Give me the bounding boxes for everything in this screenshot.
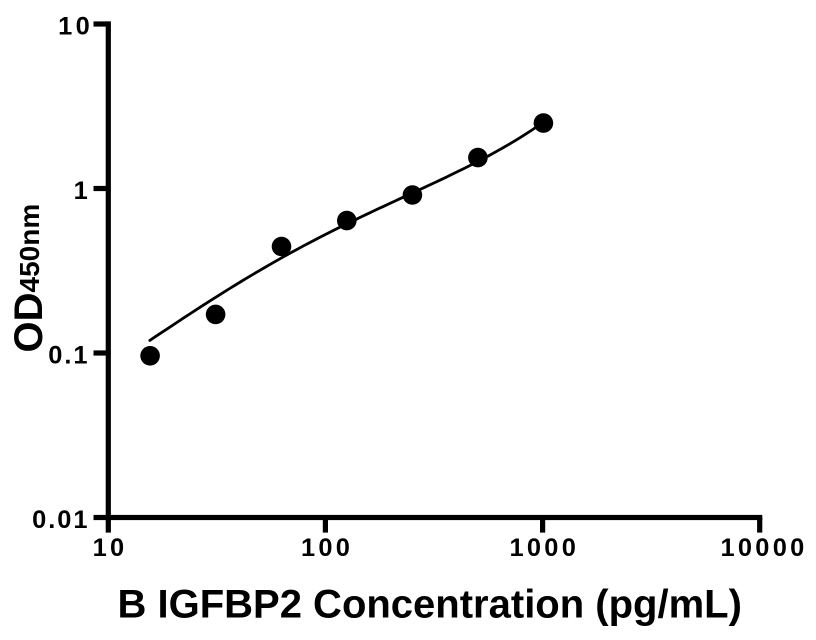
svg-text:B IGFBP2 Concentration (pg/mL): B IGFBP2 Concentration (pg/mL) [117, 582, 741, 626]
svg-text:1: 1 [74, 177, 91, 205]
svg-text:OD450nm: OD450nm [7, 204, 51, 353]
svg-text:1000: 1000 [509, 534, 579, 562]
svg-text:10: 10 [58, 12, 93, 40]
svg-text:100: 100 [301, 534, 353, 562]
svg-text:10000: 10000 [720, 534, 807, 562]
svg-text:0.01: 0.01 [32, 506, 89, 534]
svg-text:0.1: 0.1 [48, 341, 89, 369]
svg-text:10: 10 [93, 534, 128, 562]
